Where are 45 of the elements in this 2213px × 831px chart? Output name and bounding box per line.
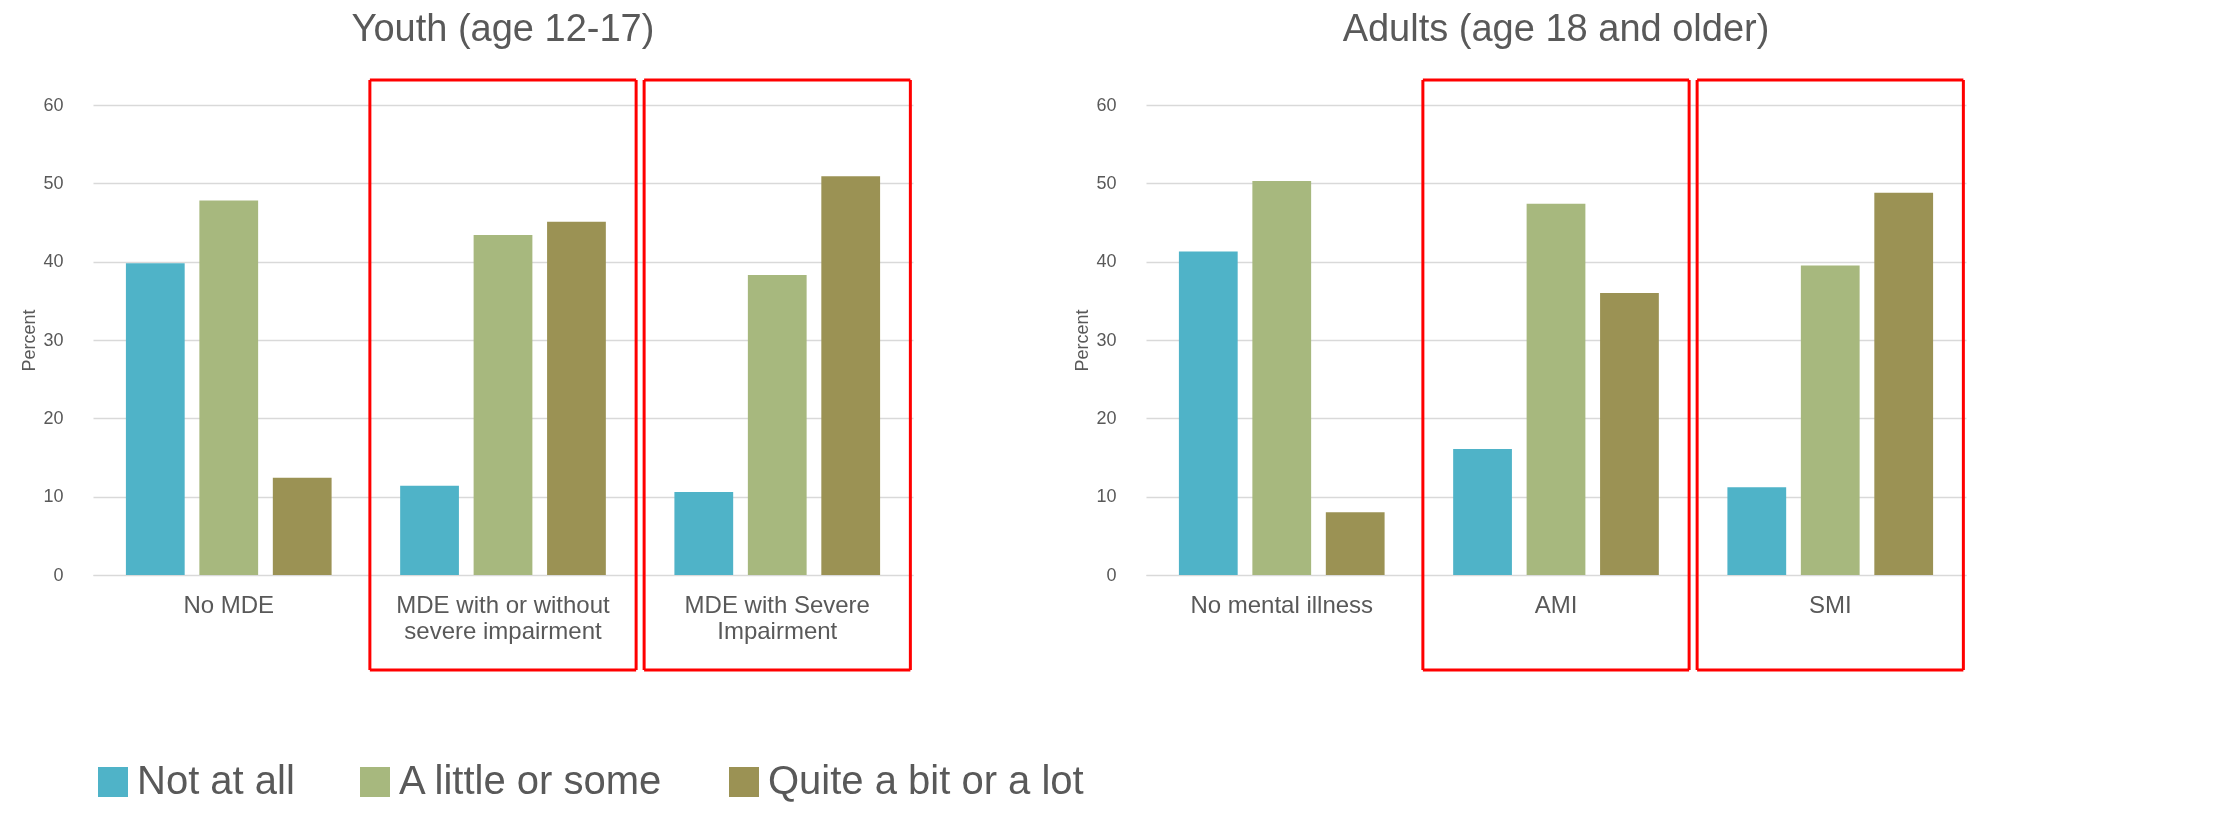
x-tick-label: MDE with or without severe impairment	[396, 590, 611, 644]
y-tick-label: 50	[1096, 172, 1117, 193]
y-tick-label: 20	[43, 407, 64, 428]
bar	[473, 235, 533, 575]
y-tick-label: 30	[1096, 329, 1117, 350]
bar	[1874, 192, 1934, 575]
x-tick-label: AMI	[1534, 590, 1578, 618]
bar	[1526, 203, 1586, 575]
y-tick-label: 40	[1096, 251, 1117, 272]
y-tick-label: 60	[1096, 94, 1117, 115]
x-tick-label: MDE with Severe Impairment	[684, 590, 870, 644]
legend-label: Quite a bit or a lot	[768, 758, 1084, 802]
bar	[125, 263, 185, 575]
bar	[1727, 487, 1787, 575]
chart-title: Youth (age 12-17)	[351, 6, 655, 49]
bar	[747, 274, 807, 575]
bar	[1252, 180, 1312, 575]
bar	[1800, 265, 1860, 575]
bar	[821, 176, 881, 575]
y-tick-label: 0	[53, 564, 64, 585]
y-tick-label: 50	[43, 172, 64, 193]
y-tick-label: 30	[43, 329, 64, 350]
bar	[272, 477, 332, 575]
bar	[674, 491, 734, 575]
legend-label: Not at all	[137, 758, 295, 802]
bar	[547, 221, 606, 575]
y-axis-title: Percent	[19, 309, 40, 372]
bar	[1600, 293, 1659, 575]
chart-title: Adults (age 18 and older)	[1342, 6, 1770, 49]
y-tick-label: 0	[1106, 564, 1117, 585]
y-tick-label: 60	[43, 94, 64, 115]
bar	[199, 200, 259, 575]
x-tick-label: No MDE	[183, 590, 275, 618]
x-tick-label: SMI	[1808, 590, 1852, 618]
y-tick-label: 40	[43, 251, 64, 272]
x-tick-label: No mental illness	[1190, 590, 1374, 618]
bar	[1325, 512, 1385, 575]
y-tick-label: 10	[43, 486, 64, 507]
bar	[1178, 251, 1238, 575]
bar	[400, 485, 459, 575]
bar	[1453, 448, 1512, 575]
y-axis-title: Percent	[1072, 309, 1093, 372]
y-tick-label: 20	[1096, 407, 1117, 428]
y-tick-label: 10	[1096, 486, 1117, 507]
legend-label: A little or some	[399, 758, 662, 802]
